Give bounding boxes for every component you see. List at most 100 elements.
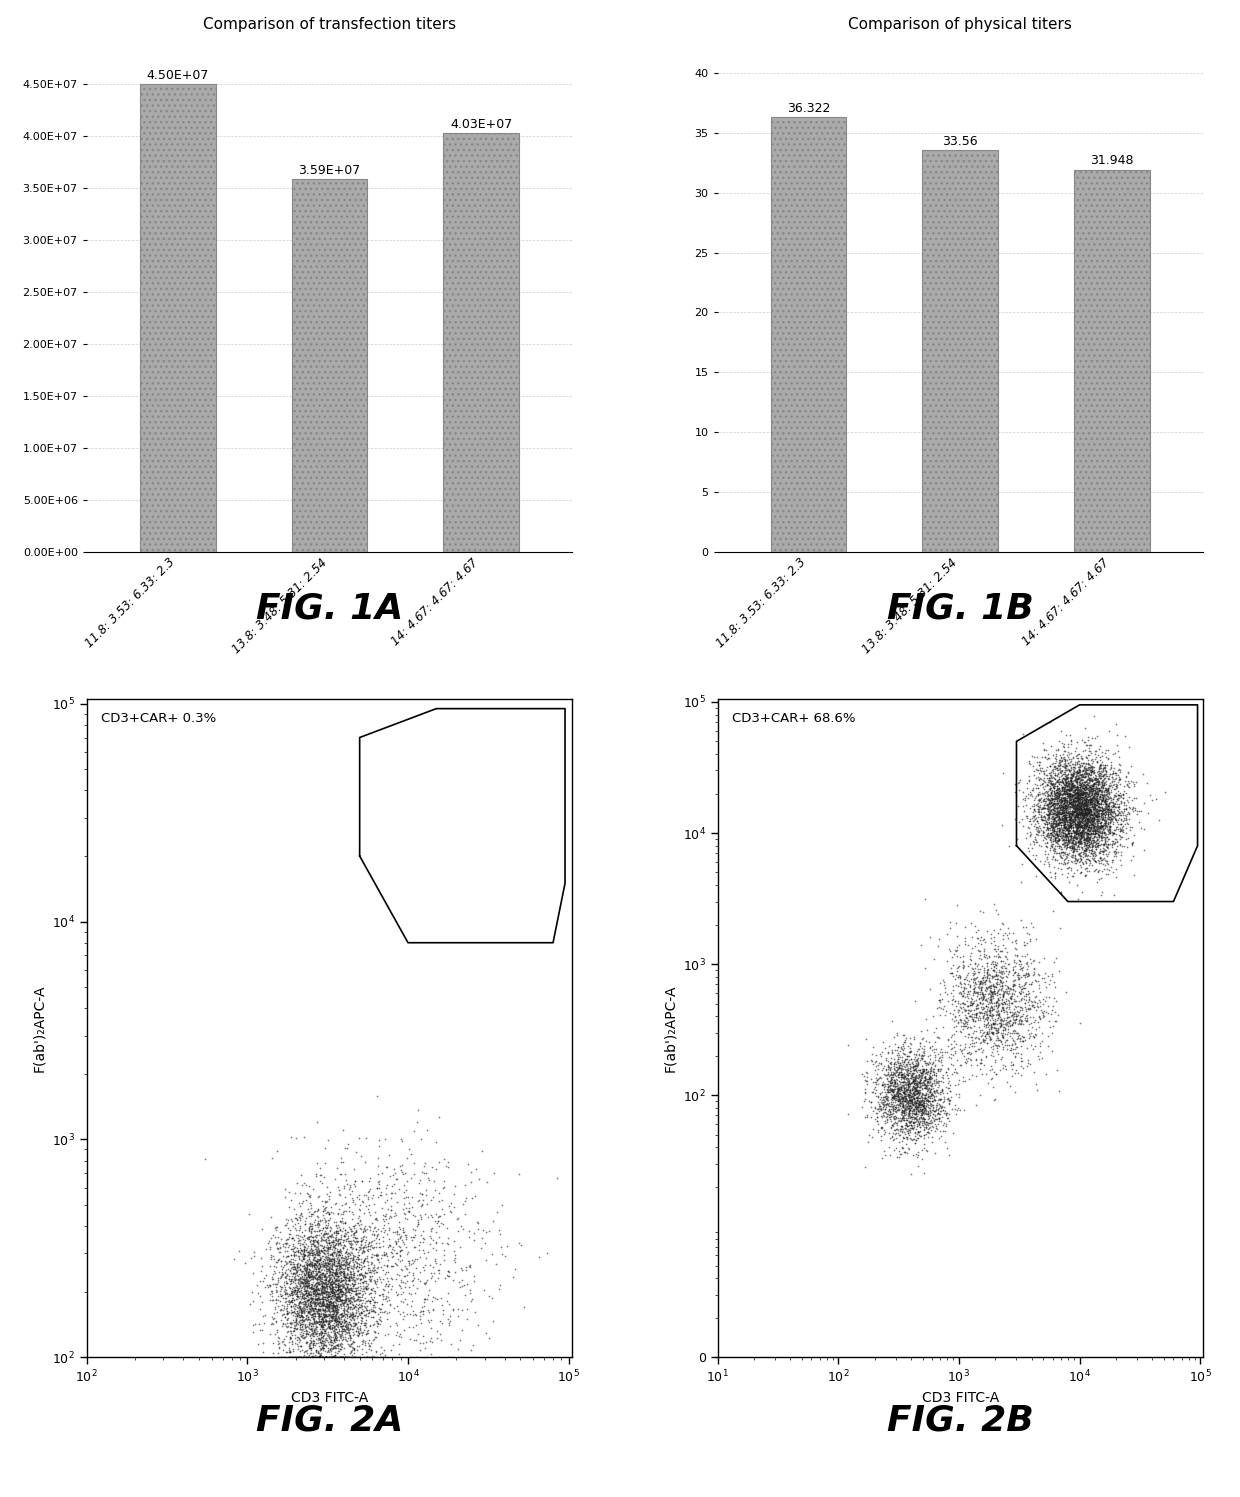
Point bbox=[288, 1332, 308, 1356]
Point bbox=[356, 1302, 376, 1326]
Point bbox=[1110, 847, 1130, 871]
Point bbox=[990, 973, 1009, 997]
Point bbox=[300, 1335, 320, 1359]
Point bbox=[335, 1346, 355, 1370]
Point bbox=[356, 1296, 376, 1320]
Point bbox=[1104, 790, 1123, 814]
Point bbox=[864, 1075, 884, 1099]
Point bbox=[1059, 757, 1079, 781]
Point bbox=[308, 1256, 327, 1280]
Point bbox=[1044, 807, 1064, 831]
Point bbox=[1097, 858, 1117, 882]
Point bbox=[1074, 765, 1094, 789]
Point bbox=[1069, 757, 1089, 781]
Point bbox=[295, 1346, 315, 1370]
Point bbox=[329, 1310, 348, 1334]
Point bbox=[279, 1266, 299, 1290]
Point bbox=[1092, 804, 1112, 828]
Point bbox=[895, 1090, 915, 1114]
Point bbox=[314, 1271, 334, 1295]
Point bbox=[1069, 843, 1089, 867]
Point bbox=[911, 1084, 931, 1108]
Point bbox=[899, 1088, 919, 1112]
Point bbox=[1039, 796, 1059, 820]
Point bbox=[1054, 829, 1074, 853]
Point bbox=[932, 1078, 952, 1102]
Point bbox=[1081, 790, 1101, 814]
Point bbox=[1094, 840, 1114, 864]
Point bbox=[325, 1343, 345, 1367]
Point bbox=[1048, 756, 1068, 780]
Point bbox=[1079, 781, 1099, 805]
Point bbox=[316, 1275, 336, 1299]
Point bbox=[394, 1180, 414, 1204]
Point bbox=[312, 1269, 332, 1293]
Point bbox=[310, 1320, 330, 1344]
Point bbox=[285, 1277, 305, 1301]
Point bbox=[1050, 753, 1070, 777]
Point bbox=[1081, 804, 1101, 828]
Point bbox=[900, 1079, 920, 1103]
Point bbox=[882, 1087, 901, 1111]
Point bbox=[317, 1250, 337, 1274]
Point bbox=[1066, 746, 1086, 769]
Point bbox=[1084, 807, 1104, 831]
Point bbox=[1081, 783, 1101, 807]
Point bbox=[1065, 813, 1085, 837]
Point bbox=[301, 1298, 321, 1322]
Point bbox=[944, 942, 963, 966]
Point bbox=[895, 1048, 915, 1072]
Point bbox=[897, 1118, 916, 1142]
Point bbox=[342, 1278, 362, 1302]
Point bbox=[312, 1260, 332, 1284]
Point bbox=[351, 1268, 371, 1292]
Point bbox=[334, 1272, 353, 1296]
Point bbox=[339, 1246, 358, 1269]
Point bbox=[326, 1232, 346, 1256]
Point bbox=[1079, 826, 1099, 850]
Point bbox=[903, 1109, 923, 1133]
Point bbox=[1107, 808, 1127, 832]
Point bbox=[370, 1346, 389, 1370]
Point bbox=[1038, 823, 1058, 847]
Point bbox=[339, 1254, 358, 1278]
Point bbox=[1092, 771, 1112, 795]
Point bbox=[1024, 1009, 1044, 1033]
Point bbox=[286, 1305, 306, 1329]
Point bbox=[904, 1046, 924, 1070]
Point bbox=[1007, 1027, 1027, 1051]
Point bbox=[341, 1332, 361, 1356]
Point bbox=[914, 1111, 934, 1135]
Point bbox=[1042, 793, 1061, 817]
Point bbox=[1091, 756, 1111, 780]
Point bbox=[914, 1093, 934, 1117]
Point bbox=[915, 1058, 935, 1082]
Point bbox=[863, 1052, 883, 1076]
Point bbox=[319, 1325, 339, 1349]
Point bbox=[322, 1332, 342, 1356]
Point bbox=[325, 1283, 345, 1307]
Point bbox=[956, 1015, 976, 1039]
Point bbox=[957, 1012, 977, 1036]
Point bbox=[337, 1244, 357, 1268]
Point bbox=[322, 1307, 342, 1331]
Point bbox=[1073, 795, 1092, 819]
Point bbox=[321, 1304, 341, 1328]
Point bbox=[905, 1067, 925, 1091]
Point bbox=[310, 1287, 330, 1311]
Point bbox=[903, 1099, 923, 1123]
Point bbox=[1009, 1027, 1029, 1051]
Point bbox=[262, 1247, 281, 1271]
Point bbox=[304, 1201, 324, 1225]
Point bbox=[983, 1088, 1003, 1112]
Point bbox=[1032, 998, 1052, 1022]
Point bbox=[1073, 805, 1092, 829]
Point bbox=[1061, 790, 1081, 814]
Point bbox=[880, 1049, 900, 1073]
Point bbox=[283, 1304, 303, 1328]
Point bbox=[401, 1225, 420, 1248]
Point bbox=[1083, 778, 1102, 802]
Point bbox=[1078, 804, 1097, 828]
Point bbox=[337, 1272, 357, 1296]
Point bbox=[315, 1320, 335, 1344]
